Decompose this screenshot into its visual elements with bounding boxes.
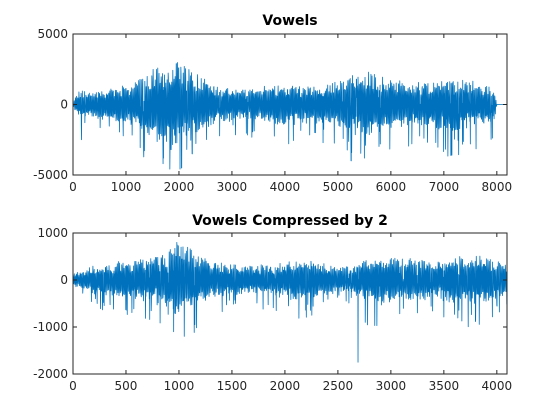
waveform-vowels [72,62,507,170]
axes-box-compressed [72,232,508,375]
chart-title-vowels: Vowels [262,13,317,29]
y-tick-label-vowels: 0 [60,98,68,112]
x-tick-label-compressed: 1500 [217,379,248,393]
series-line-vowels [72,62,507,170]
x-tick-label-compressed: 3500 [429,379,460,393]
x-ticks-vowels: 0 1000 2000 3000 4000 5000 6000 7000 8000 [69,34,512,194]
y-tick-label-compressed: -1000 [33,320,68,334]
waveform-compressed [72,242,508,363]
y-tick-label-compressed: -2000 [33,367,68,381]
x-ticks-compressed: 0 500 1000 1500 2000 2500 3000 3500 4000 [69,233,512,393]
subplot-compressed: Vowels Compressed by 2 0 500 1000 1500 2000 2… [33,213,512,393]
y-tick-label-vowels: -5000 [33,168,68,182]
y-ticks-compressed: -2000 -1000 0 1000 [33,226,507,381]
y-tick-label-compressed: 0 [60,273,68,287]
x-tick-label-vowels: 8000 [482,180,513,194]
x-tick-label-vowels: 7000 [429,180,460,194]
x-tick-label-vowels: 1000 [111,180,142,194]
x-tick-label-compressed: 0 [69,379,77,393]
x-tick-label-compressed: 4000 [482,379,513,393]
series-line-compressed [72,242,508,363]
y-tick-label-vowels: 5000 [37,27,68,41]
x-tick-label-vowels: 5000 [323,180,354,194]
x-tick-label-vowels: 4000 [270,180,301,194]
x-tick-label-compressed: 2000 [270,379,301,393]
x-tick-label-vowels: 0 [69,180,77,194]
x-tick-label-compressed: 500 [115,379,138,393]
y-ticks-vowels: -5000 0 5000 [33,27,507,182]
chart-title-compressed: Vowels Compressed by 2 [192,213,388,229]
x-tick-label-compressed: 3000 [376,379,407,393]
x-tick-label-vowels: 2000 [164,180,195,194]
y-tick-label-compressed: 1000 [37,226,68,240]
x-tick-label-compressed: 1000 [164,379,195,393]
x-tick-label-vowels: 3000 [217,180,248,194]
subplot-vowels: Vowels 0 1000 2000 3000 4000 5000 6000 7000 8000… [33,13,512,194]
x-tick-label-vowels: 6000 [376,180,407,194]
x-tick-label-compressed: 2500 [323,379,354,393]
